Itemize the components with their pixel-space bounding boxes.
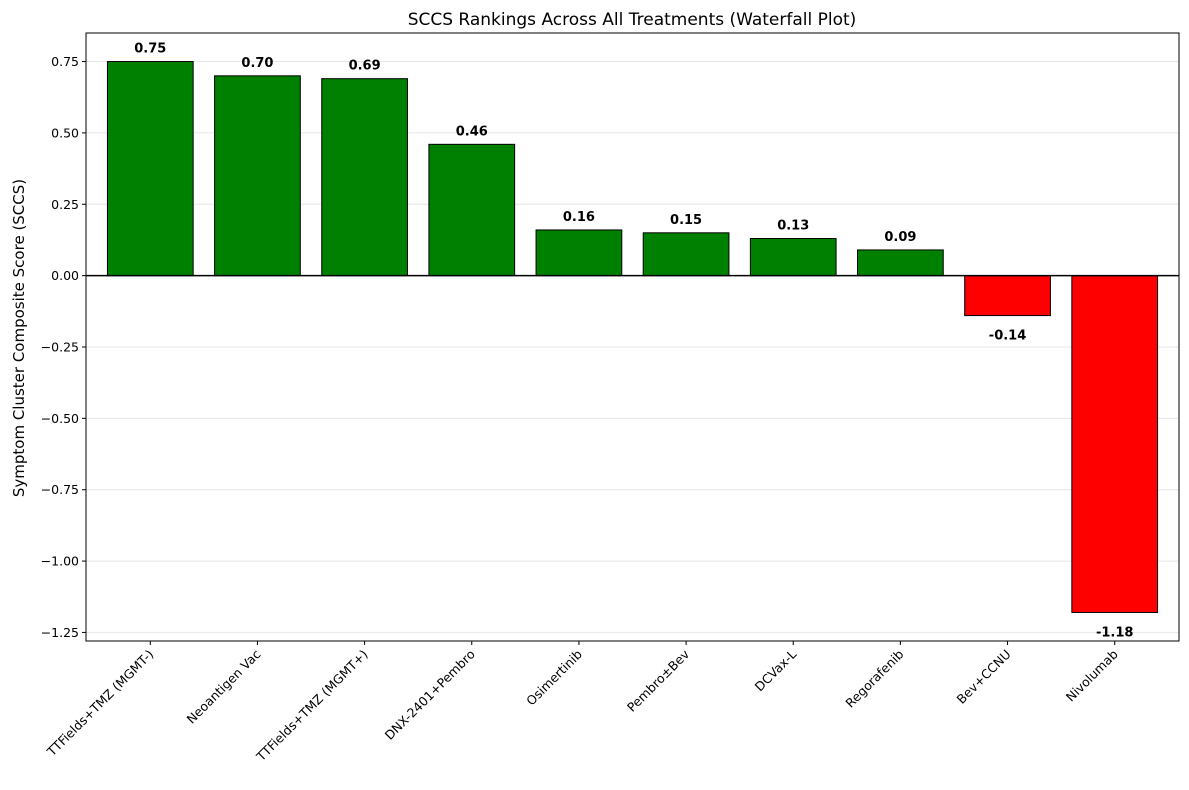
bar [321, 78, 408, 277]
data-label: -1.18 [1096, 625, 1133, 640]
x-tick-label: Bev+CCNU [953, 647, 1013, 707]
y-tick-label: 0.75 [51, 54, 79, 69]
data-labels: 0.75 0.70 0.69 0.46 0.16 0.15 0.13 0.09 -0.14 -1.… [134, 42, 1133, 641]
y-tick-label: 0.00 [51, 268, 79, 283]
data-label: 0.16 [563, 210, 595, 225]
x-axis: TTFields+TMZ (MGMT-) Neoantigen VacTTFiel… [43, 641, 1121, 765]
x-tick-label: Pembro±Bev [624, 646, 693, 715]
bar [749, 238, 837, 277]
data-label: 0.13 [777, 219, 809, 234]
y-tick-label: −0.75 [41, 482, 79, 497]
y-axis-label: Symptom Cluster Composite Score (SCCS) [10, 179, 28, 497]
bar [964, 275, 1051, 317]
data-label: 0.15 [670, 213, 702, 228]
y-tick-label: −0.50 [41, 411, 79, 426]
bar [214, 75, 301, 277]
y-tick-label: −1.00 [41, 554, 79, 569]
x-tick-label: Neoantigen Vac [183, 646, 263, 726]
y-tick-label: −0.25 [41, 339, 79, 354]
y-tick-label: 0.50 [51, 125, 79, 140]
plot-frame [85, 32, 1180, 642]
bar [428, 143, 516, 277]
x-tick-label: Nivolumab [1063, 646, 1121, 704]
x-tick-label: DCVax-L [752, 646, 800, 694]
data-label: 0.70 [241, 56, 273, 71]
bar [535, 229, 623, 277]
y-tick-label: −1.25 [41, 625, 79, 640]
bar [642, 232, 730, 277]
data-label: 0.46 [456, 124, 488, 139]
data-label: 0.75 [134, 42, 166, 57]
bar [106, 61, 194, 277]
bar [1071, 275, 1159, 613]
x-tick-label: TTFields+TMZ (MGMT+) [253, 647, 371, 765]
x-tick-label: Regorafenib [842, 646, 906, 710]
data-label: 0.69 [349, 59, 381, 74]
chart-title: SCCS Rankings Across All Treatments (Wat… [408, 10, 857, 30]
x-tick-label: Osimertinib [523, 646, 585, 708]
x-tick-label: DNX-2401+Pembro [382, 647, 478, 743]
data-label: -0.14 [989, 329, 1026, 344]
y-axis: 0.75 0.50 0.25 0.00 −0.25 −0.50 −0.75 −1.00 −1.2… [41, 54, 86, 640]
data-label: 0.09 [884, 230, 916, 245]
x-tick-label: TTFields+TMZ (MGMT-) [43, 647, 156, 760]
bars [106, 61, 1159, 613]
y-tick-label: 0.25 [51, 197, 79, 212]
bar [857, 249, 944, 277]
